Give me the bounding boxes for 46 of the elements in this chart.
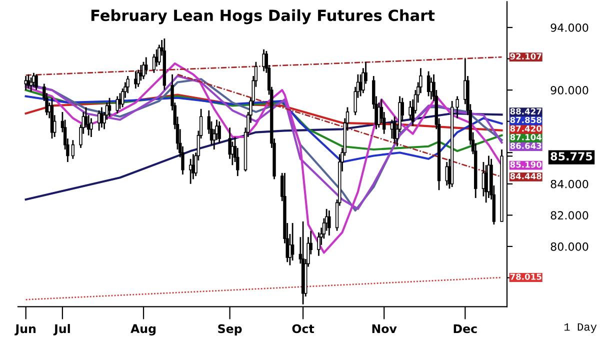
candlestick [142,61,146,80]
candlestick [290,222,294,262]
y-tick-label: 84.000 [550,180,588,188]
line-series [24,94,503,132]
line-series [24,89,503,152]
x-tick-label: Jul [53,324,70,336]
text: 1 Day [564,323,597,333]
candlestick [116,96,119,114]
data-label: 84.448 [510,173,542,180]
x-tick-label: Dec [454,324,477,334]
data-label: 86.643 [510,142,542,149]
candlestick [144,56,148,76]
candlestick [29,76,33,92]
candlestick [136,69,140,88]
y-tick-label: 80.000 [550,242,588,251]
x-tick-label: Sep [218,324,242,336]
x-tick-label: Nov [372,324,397,334]
candlestick [218,120,221,144]
line-series [24,95,503,164]
candlestick [108,97,112,118]
data-label: 85.190 [510,161,542,168]
data-label: 87.420 [510,125,542,132]
data-label: 87.104 [510,134,542,140]
candlestick [126,75,130,94]
candlestick [158,44,161,66]
candlestick [456,96,459,119]
chart-title: February Lean Hogs Daily Futures Chart [91,9,435,24]
candlestick [71,139,75,160]
line-series [24,62,503,254]
data-label: 87.858 [510,116,542,124]
y-tick-label: 85.775 [550,152,592,161]
candlestick [328,210,331,236]
candlestick [90,118,93,138]
x-tick-label: Oct [292,324,314,334]
y-tick-label: 82.000 [550,211,588,220]
candlestick [34,74,38,91]
data-label: 78.015 [510,274,542,280]
x-tick-label: Aug [130,324,156,336]
data-label: 92.107 [510,53,542,60]
data-label: 88.427 [510,108,542,115]
candlestick [317,232,320,257]
candlestick [262,48,266,72]
line-series [24,112,503,201]
y-tick-label: 90.000 [550,86,588,94]
x-tick-label: Jun [14,324,36,336]
y-tick-label: 94.000 [550,23,588,32]
